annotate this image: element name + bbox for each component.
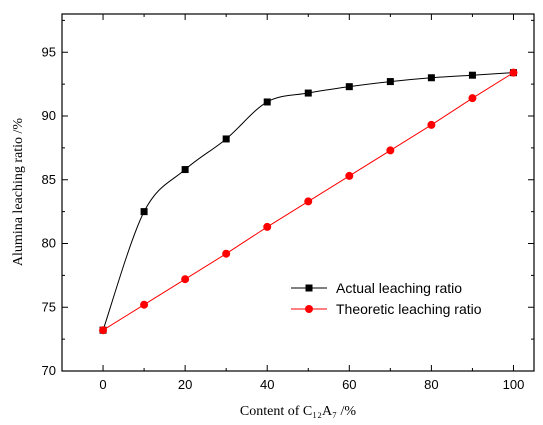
data-point-circle xyxy=(304,197,313,206)
x-tick-label: 20 xyxy=(178,377,192,392)
y-tick-label: 95 xyxy=(42,44,56,59)
data-point-square xyxy=(427,74,435,82)
x-axis-title: Content of C₁₂A₇ /% xyxy=(240,404,356,419)
x-tick-label: 40 xyxy=(260,377,274,392)
data-point-circle xyxy=(263,222,272,231)
y-tick-label: 75 xyxy=(42,299,56,314)
legend: Actual leaching ratio Theoretic leaching … xyxy=(291,280,482,317)
data-point-square xyxy=(386,78,394,86)
data-point-circle xyxy=(345,171,354,180)
x-tick-label: 80 xyxy=(424,377,438,392)
data-point-square xyxy=(304,89,312,97)
data-point-circle xyxy=(386,146,395,155)
legend-marker-square xyxy=(305,284,313,292)
series-line-0 xyxy=(102,72,514,331)
data-point-square xyxy=(140,208,148,216)
data-point-circle xyxy=(427,120,436,129)
plot-frame xyxy=(61,13,535,372)
data-point-square xyxy=(222,135,230,143)
x-tick-label: 100 xyxy=(503,377,525,392)
data-point-square xyxy=(263,98,271,106)
data-point-circle xyxy=(99,326,108,335)
y-tick-label: 85 xyxy=(42,172,56,187)
series-layer xyxy=(99,68,518,335)
y-axis-title: Alumina leaching ratio /% xyxy=(11,118,26,266)
data-point-circle xyxy=(181,275,190,284)
y-tick-label: 90 xyxy=(42,108,56,123)
legend-marker-circle xyxy=(305,305,313,313)
legend-label-1: Theoretic leaching ratio xyxy=(336,301,482,317)
y-tick-label: 70 xyxy=(42,363,56,378)
x-tick-label: 60 xyxy=(342,377,356,392)
data-point-circle xyxy=(222,249,231,258)
legend-label-0: Actual leaching ratio xyxy=(336,280,462,296)
x-tick-label: 0 xyxy=(99,377,106,392)
y-tick-label: 80 xyxy=(42,236,56,251)
data-point-circle xyxy=(509,68,518,77)
y-axis-ticks: 70 75 80 85 90 95 xyxy=(42,19,534,378)
data-point-circle xyxy=(140,300,149,309)
data-point-circle xyxy=(468,94,477,103)
data-point-square xyxy=(181,166,189,174)
data-point-square xyxy=(345,83,353,91)
data-point-square xyxy=(468,71,476,79)
x-axis-ticks: 0 20 40 60 80 100 xyxy=(61,14,525,392)
